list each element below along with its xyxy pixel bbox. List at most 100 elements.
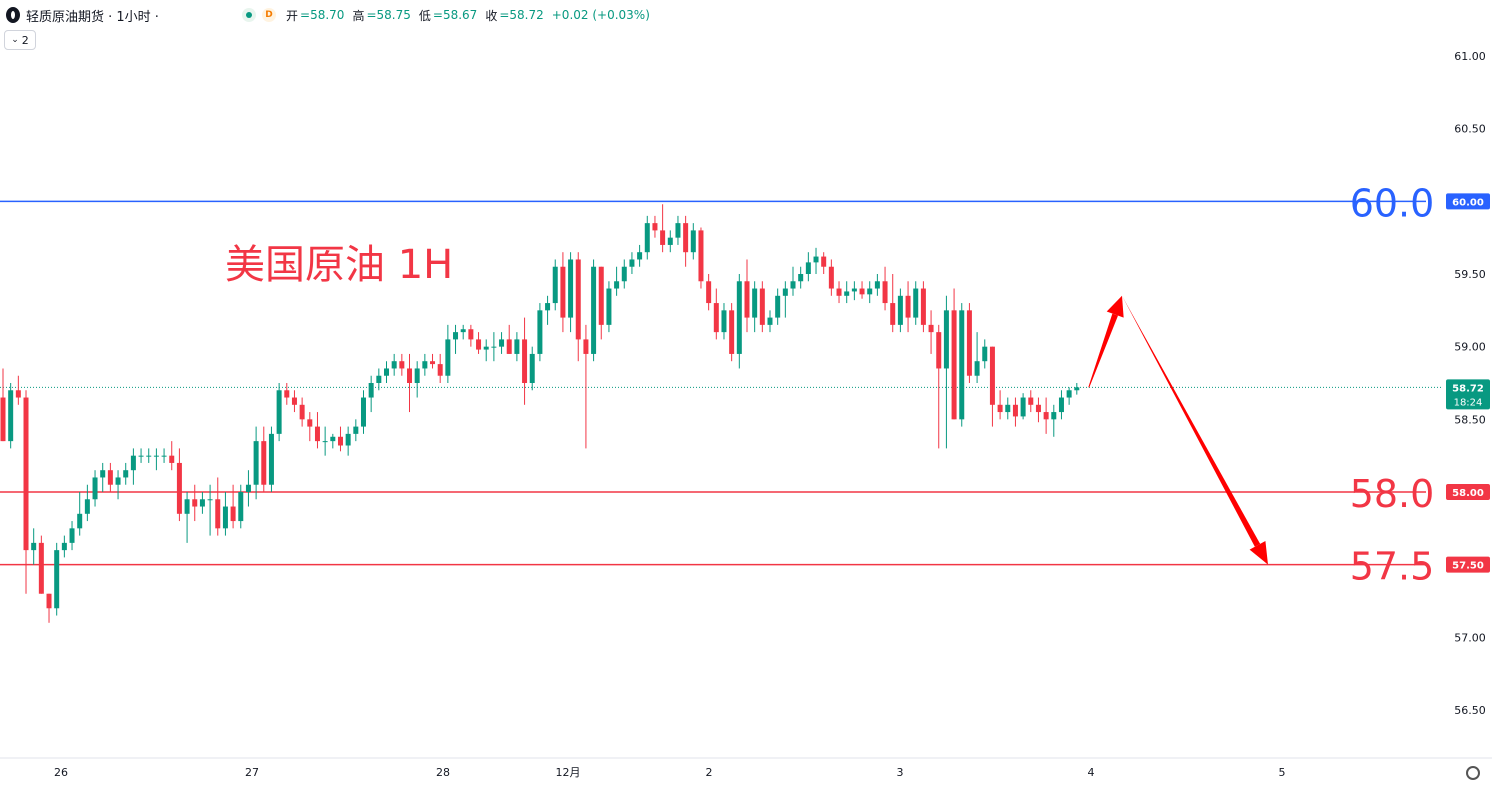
symbol-header[interactable]: 轻质原油期货 · 1小时 ·: [6, 5, 159, 25]
open-value: =58.70: [300, 8, 345, 22]
candle-body: [161, 455, 167, 457]
candle-body: [1035, 404, 1041, 413]
candle-body: [222, 506, 228, 529]
level-label: 60.0: [1350, 181, 1435, 225]
high-label: 高: [352, 8, 365, 23]
candle-body: [184, 499, 190, 514]
projection-arrow-head: [1106, 295, 1124, 318]
candle-body: [253, 441, 259, 485]
data-type-badge[interactable]: D: [262, 8, 276, 22]
price-tick-label: 57.00: [1454, 631, 1486, 644]
candle-body: [736, 281, 742, 354]
candle-body: [445, 339, 451, 376]
candle-body: [890, 303, 896, 325]
candle-body: [790, 281, 796, 289]
candle-body: [575, 259, 581, 340]
candle-body: [713, 303, 719, 333]
candle-body: [652, 223, 658, 231]
level-price-tag-text: 58.00: [1452, 488, 1484, 499]
candle-body: [928, 324, 934, 333]
candle-body: [529, 353, 535, 383]
candle-body: [176, 462, 182, 514]
candle-body: [107, 470, 113, 485]
candle-body: [322, 441, 328, 443]
candle-body: [476, 339, 482, 350]
candle-body: [368, 383, 374, 398]
candle-body: [353, 426, 359, 434]
candle-body: [560, 266, 566, 318]
candle-body: [913, 288, 919, 318]
open-label: 开: [286, 8, 299, 23]
candle-body: [1051, 412, 1057, 420]
candle-body: [276, 390, 282, 434]
candle-body: [982, 346, 988, 362]
time-tick-label: 27: [245, 766, 259, 779]
current-price-text: 58.72: [1452, 383, 1484, 394]
candle-body: [828, 266, 834, 289]
time-axis: 26 27 28 12月 2 3 4 5: [0, 757, 1492, 779]
projection-arrow-shaft: [1122, 295, 1261, 547]
candle-body: [514, 339, 520, 354]
candle-body: [943, 310, 949, 369]
projection-arrow-shaft: [1088, 313, 1119, 388]
candle-body: [407, 368, 413, 383]
candle-body: [245, 484, 251, 492]
candle-body: [667, 237, 673, 245]
candle-body: [92, 477, 98, 500]
candle-body: [360, 397, 366, 427]
level-price-tag-text: 60.00: [1452, 197, 1484, 208]
current-price-tag: [1446, 379, 1490, 410]
candle-body: [391, 361, 397, 369]
projection-arrow: [1088, 295, 1268, 565]
candle-body: [897, 295, 903, 325]
indicator-count: 2: [21, 33, 29, 47]
close-label: 收: [485, 8, 498, 23]
candle-body: [422, 361, 428, 369]
time-tick-label: 3: [897, 766, 904, 779]
low-value: =58.67: [432, 8, 478, 22]
candle-body: [836, 288, 842, 296]
candle-body: [583, 339, 589, 354]
candle-body: [238, 492, 244, 522]
candle-body: [153, 455, 159, 457]
candle-body: [307, 419, 313, 427]
candle-body: [568, 259, 574, 318]
candle-body: [437, 364, 443, 376]
candle-body: [23, 397, 29, 551]
candle-body: [844, 291, 850, 296]
chart-title: 美国原油 1H: [225, 242, 453, 288]
candle-body: [130, 455, 136, 471]
change-value: +0.02 (+0.03%): [551, 8, 650, 22]
candle-body: [84, 499, 90, 514]
market-open-status-icon[interactable]: [242, 8, 256, 22]
price-tick-label: 60.50: [1454, 123, 1486, 136]
candle-body: [399, 361, 405, 369]
candle-body: [598, 266, 604, 325]
candle-body: [775, 295, 781, 318]
candle-body: [522, 339, 528, 383]
candle-body: [284, 390, 290, 398]
candle-body: [537, 310, 543, 354]
candle-body: [989, 346, 995, 405]
candle-body: [851, 288, 857, 292]
candle-body: [821, 256, 827, 267]
settings-gear-icon[interactable]: [1466, 766, 1480, 780]
time-tick-label: 2: [706, 766, 713, 779]
symbol-title: 轻质原油期货 · 1小时 ·: [26, 9, 159, 25]
candle-body: [337, 436, 343, 446]
candle-body: [506, 339, 512, 354]
candle-body: [920, 288, 926, 325]
candle-body: [974, 361, 980, 376]
price-axis: 61.00 60.50 59.50 59.00 58.50 57.00 56.50 60.00…: [1446, 50, 1490, 717]
candle-body: [314, 426, 320, 442]
candle-body: [698, 230, 704, 282]
collapse-indicators-button[interactable]: ⌄ 2: [4, 30, 36, 50]
candle-body: [376, 375, 382, 383]
candle-body: [660, 230, 666, 245]
candle-body: [138, 455, 144, 457]
low-label: 低: [418, 8, 431, 23]
candle-body: [261, 441, 267, 485]
candle-body: [199, 499, 205, 507]
candle-body: [146, 455, 152, 457]
